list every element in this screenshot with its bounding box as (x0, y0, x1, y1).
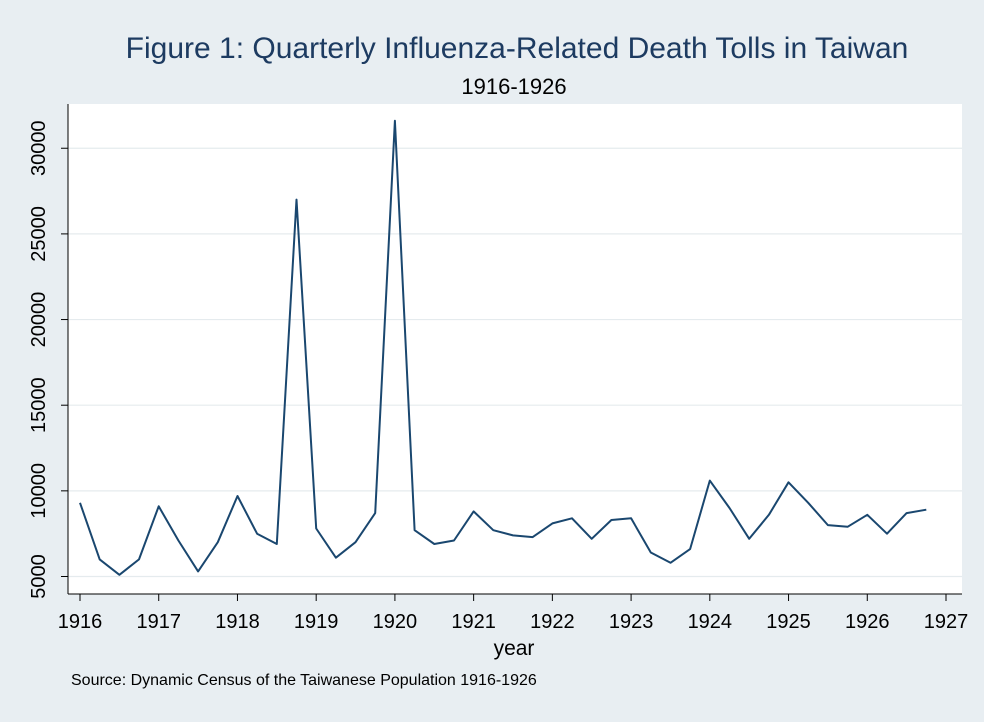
series (79, 119, 927, 576)
axes (67, 104, 962, 595)
chart-subtitle: 1916-1926 (461, 74, 566, 99)
x-tick-label: 1923 (609, 611, 654, 633)
x-tick-label: 1916 (58, 611, 103, 633)
y-tick-label: 5000 (28, 554, 50, 599)
y-tick-label: 30000 (28, 120, 50, 176)
x-tick-label: 1924 (688, 611, 733, 633)
x-tick-label: 1922 (530, 611, 575, 633)
source-note: Source: Dynamic Census of the Taiwanese … (71, 672, 537, 689)
x-tick-label: 1918 (215, 611, 260, 633)
y-tick-label: 20000 (28, 292, 50, 348)
chart-title: Figure 1: Quarterly Influenza-Related De… (126, 32, 909, 65)
plot-area (68, 104, 962, 594)
x-tick-label: 1920 (373, 611, 418, 633)
series-line (79, 119, 927, 576)
y-tick-label: 10000 (28, 463, 50, 519)
gridlines (68, 147, 962, 578)
x-tick-label: 1919 (294, 611, 339, 633)
x-axis-ticks: 1916 1917 1918 1919 1920 1921 1922 1923 1924 1925… (58, 594, 969, 633)
x-tick-label: 1926 (845, 611, 890, 633)
y-tick-label: 25000 (28, 206, 50, 262)
y-tick-label: 15000 (28, 377, 50, 433)
y-axis-ticks: 5000 10000 15000 20000 25000 30000 (28, 120, 68, 599)
x-tick-label: 1917 (136, 611, 181, 633)
x-tick-label: 1921 (451, 611, 496, 633)
x-tick-label: 1927 (924, 611, 969, 633)
x-tick-label: 1925 (766, 611, 811, 633)
x-axis-title: year (494, 637, 535, 660)
